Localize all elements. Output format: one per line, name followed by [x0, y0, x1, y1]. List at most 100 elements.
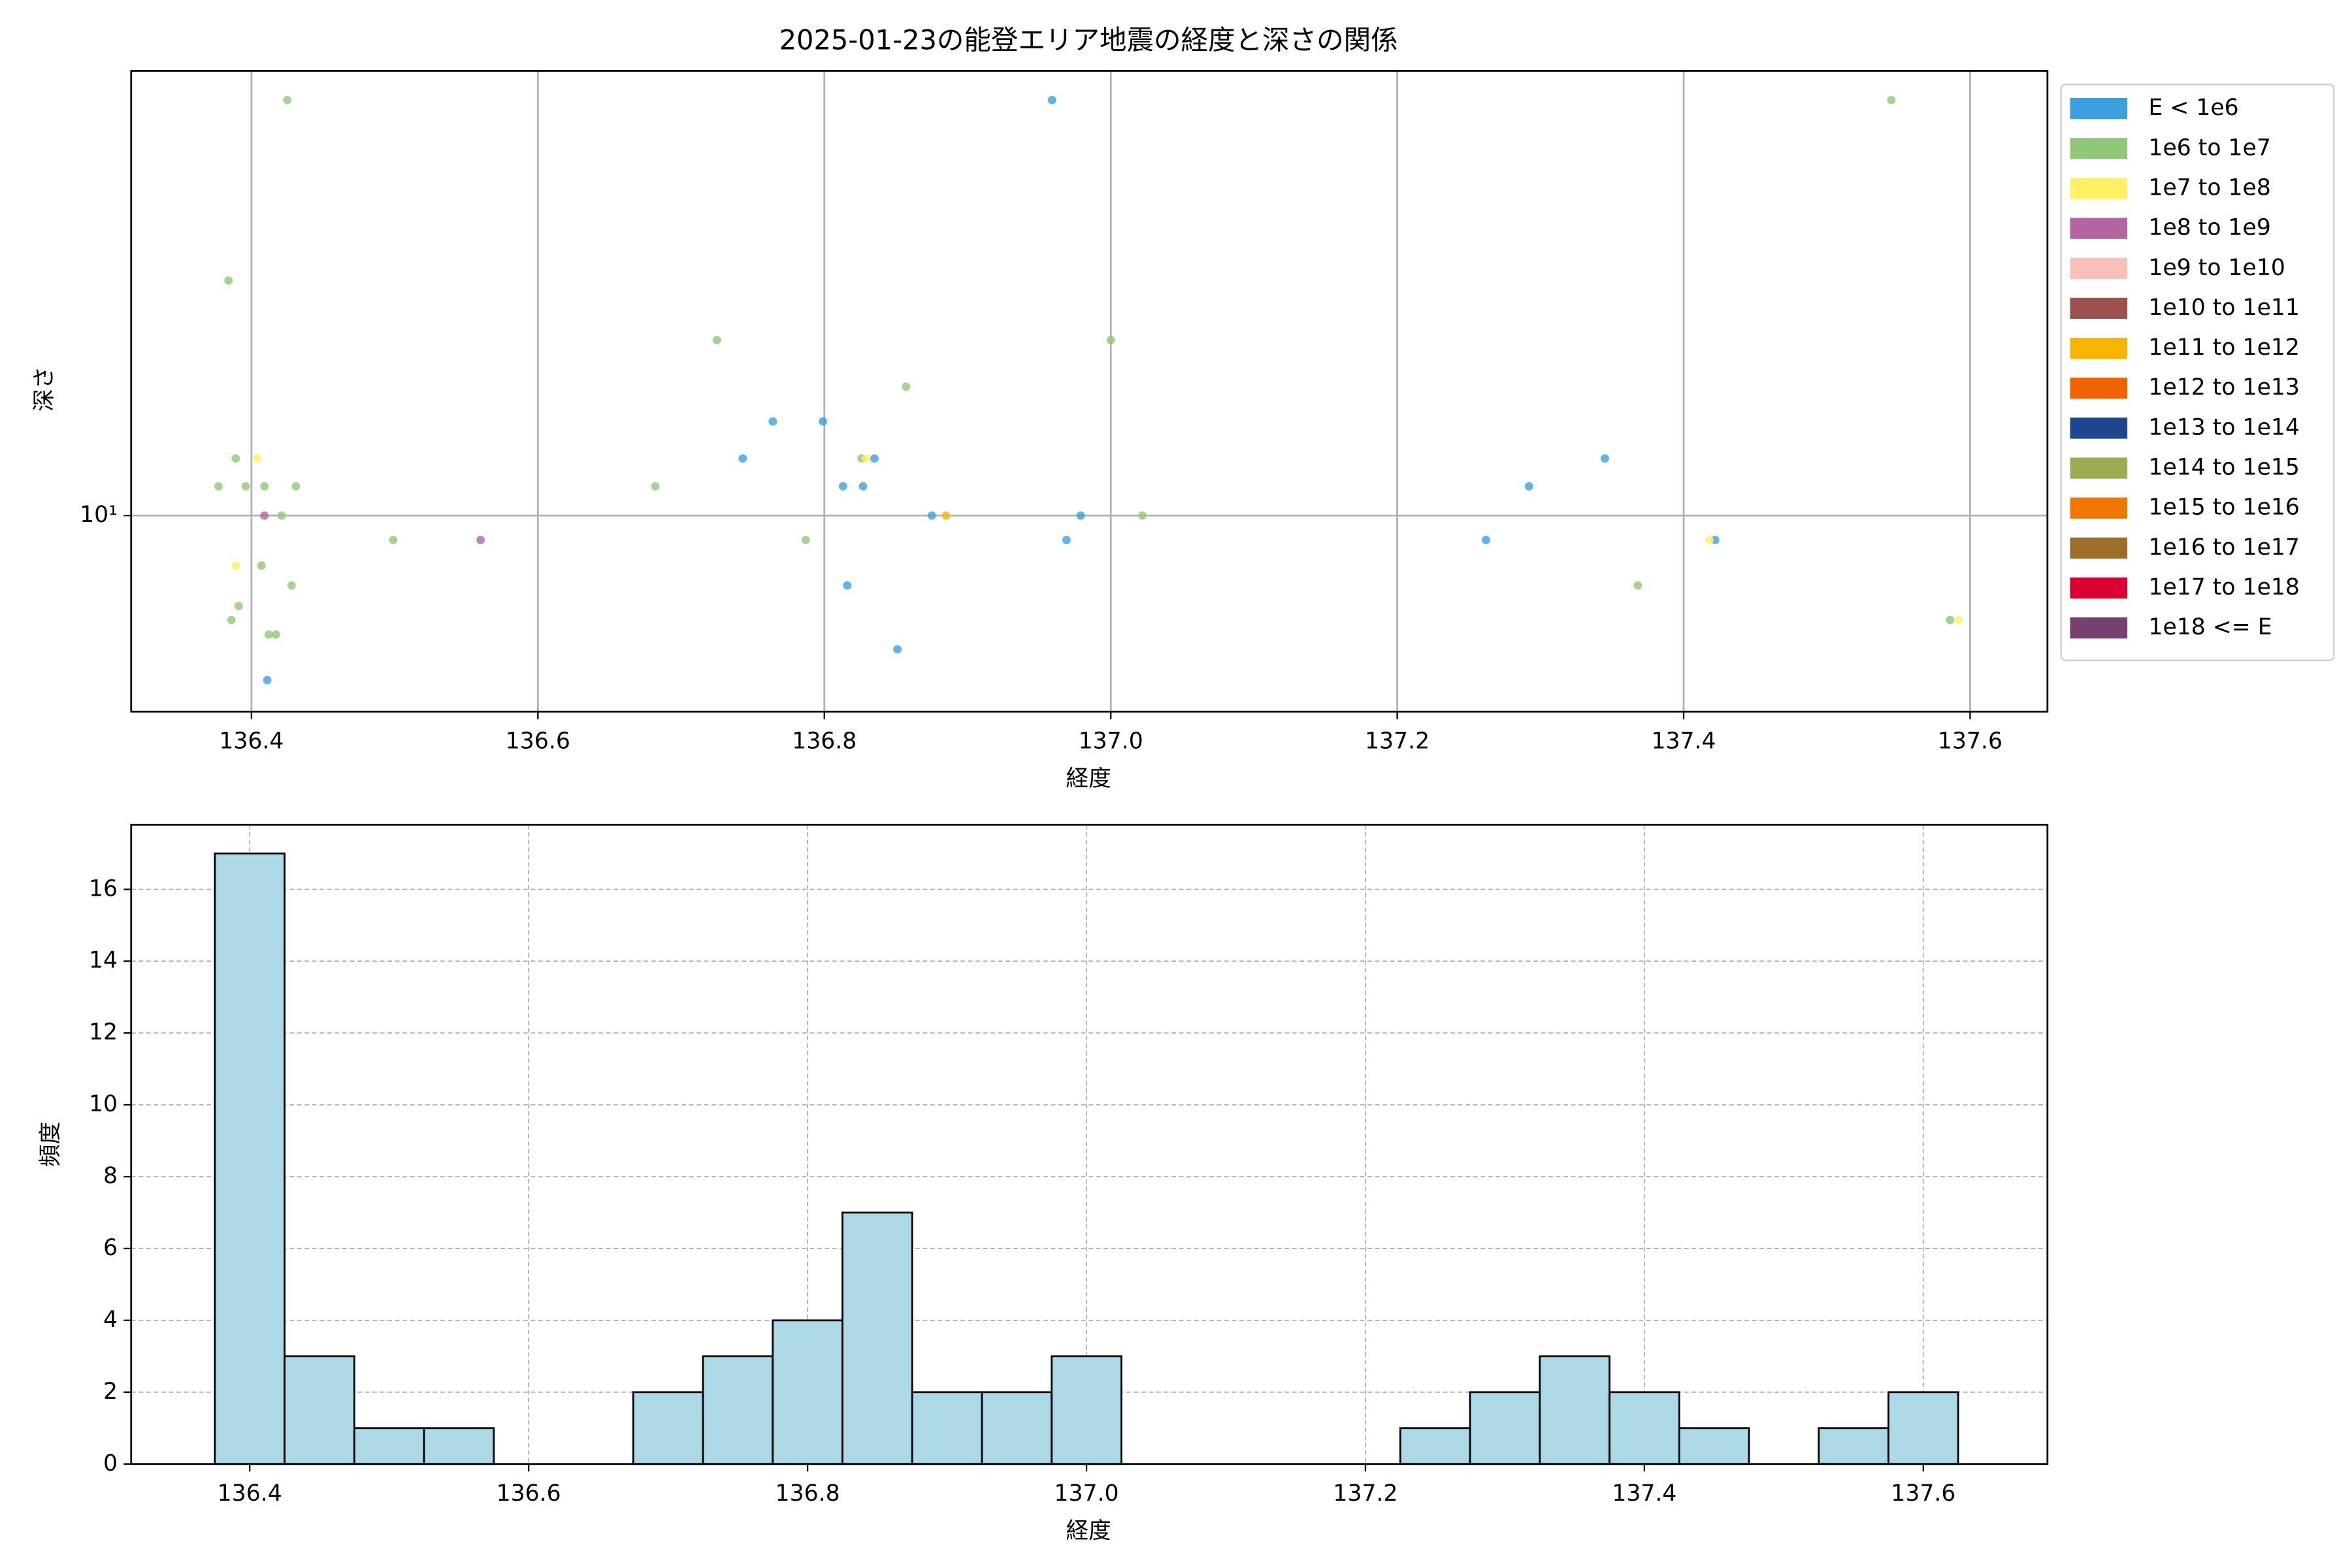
- x-tick-label: 137.6: [1938, 728, 2002, 754]
- x-tick-label: 136.4: [218, 1480, 282, 1507]
- histogram-bar: [423, 1427, 495, 1465]
- histogram-bar: [911, 1391, 983, 1465]
- scatter-point: [287, 581, 296, 590]
- y-tick-label: 6: [103, 1235, 118, 1261]
- x-tick-label: 137.6: [1891, 1480, 1955, 1507]
- scatter-point: [712, 336, 721, 345]
- y-tick-label: 10¹: [80, 502, 118, 528]
- scatter-point: [738, 454, 747, 463]
- legend-swatch: [2070, 178, 2128, 199]
- scatter-point: [1047, 95, 1056, 105]
- legend-swatch: [2070, 417, 2128, 439]
- legend-label: 1e18 <= E: [2148, 614, 2272, 640]
- histogram-bar: [702, 1355, 774, 1465]
- legend-label: 1e17 to 1e18: [2148, 574, 2299, 600]
- legend-label: 1e6 to 1e7: [2148, 135, 2270, 161]
- scatter-point: [858, 482, 868, 491]
- scatter-point: [231, 561, 240, 570]
- legend-swatch: [2070, 138, 2128, 159]
- x-tick-label: 136.6: [506, 728, 570, 754]
- plot-frame: [130, 70, 2049, 713]
- scatter-point: [1887, 95, 1896, 105]
- histogram-bar: [632, 1391, 704, 1465]
- y-tick-label: 14: [89, 947, 118, 973]
- scatter-point: [257, 561, 266, 570]
- scatter-point: [1705, 536, 1714, 545]
- legend-label: 1e14 to 1e15: [2148, 455, 2299, 481]
- histogram-bar: [841, 1211, 913, 1465]
- scatter-point: [263, 676, 272, 685]
- scatter-point: [231, 454, 240, 463]
- y-tick-label: 12: [89, 1019, 118, 1045]
- y-axis-label: 深さ: [31, 367, 57, 412]
- scatter-point: [476, 536, 485, 545]
- legend-label: 1e13 to 1e14: [2148, 414, 2299, 440]
- x-tick-label: 137.0: [1054, 1480, 1119, 1507]
- x-tick-label: 136.8: [792, 728, 857, 754]
- histogram-bar: [981, 1391, 1053, 1465]
- histogram-bar: [1539, 1355, 1610, 1465]
- x-axis-label: 経度: [1066, 766, 1111, 792]
- scatter-point: [927, 511, 936, 520]
- x-tick-label: 137.4: [1612, 1480, 1676, 1507]
- histogram-bar: [1051, 1355, 1122, 1465]
- legend-swatch: [2070, 257, 2128, 279]
- scatter-point: [241, 482, 250, 491]
- histogram-bar: [1399, 1427, 1471, 1465]
- histogram-bar: [214, 852, 286, 1465]
- scatter-point: [768, 417, 777, 426]
- legend-swatch: [2070, 497, 2128, 519]
- y-tick-label: 2: [103, 1379, 118, 1405]
- y-tick-label: 8: [103, 1163, 118, 1189]
- legend-swatch: [2070, 457, 2128, 479]
- legend-swatch: [2070, 297, 2128, 319]
- x-tick-label: 136.6: [497, 1480, 561, 1507]
- histogram-bar: [772, 1319, 843, 1465]
- scatter-point: [941, 511, 951, 520]
- legend-label: 1e12 to 1e13: [2148, 374, 2299, 400]
- scatter-point: [819, 417, 828, 426]
- y-tick-label: 4: [103, 1307, 118, 1333]
- x-tick-label: 137.2: [1333, 1480, 1397, 1507]
- scatter-point: [801, 536, 810, 545]
- x-tick-label: 137.0: [1079, 728, 1143, 754]
- scatter-point: [1946, 615, 1955, 625]
- scatter-point: [1954, 615, 1963, 625]
- scatter-point: [1137, 511, 1147, 520]
- legend-swatch: [2070, 577, 2128, 599]
- scatter-point: [843, 581, 852, 590]
- scatter-point: [651, 482, 660, 491]
- scatter-point: [1633, 581, 1642, 590]
- scatter-point: [291, 482, 301, 491]
- scatter-point: [838, 482, 847, 491]
- histogram-bar: [353, 1427, 425, 1465]
- scatter-point: [253, 454, 262, 463]
- scatter-point: [227, 615, 236, 625]
- scatter-point: [283, 95, 292, 105]
- x-tick-label: 137.4: [1651, 728, 1716, 754]
- y-tick-label: 0: [103, 1450, 118, 1477]
- scatter-point: [260, 482, 269, 491]
- legend-box: [2060, 84, 2335, 661]
- scatter-point: [277, 511, 286, 520]
- x-tick-label: 136.8: [776, 1480, 840, 1507]
- x-tick-label: 136.4: [219, 728, 284, 754]
- legend-label: 1e15 to 1e16: [2148, 495, 2299, 521]
- y-tick-label: 10: [89, 1091, 118, 1117]
- scatter-point: [234, 602, 243, 610]
- scatter-point: [1524, 482, 1533, 491]
- y-axis-label: 頻度: [37, 1122, 63, 1167]
- y-tick-label: 16: [89, 875, 118, 902]
- histogram-bar: [1678, 1427, 1750, 1465]
- histogram-bar: [1609, 1391, 1680, 1465]
- scatter-point: [902, 382, 911, 391]
- scatter-point: [271, 630, 280, 639]
- scatter-point: [224, 276, 233, 285]
- scatter-point: [861, 454, 870, 463]
- legend-label: 1e8 to 1e9: [2148, 215, 2270, 241]
- legend-swatch: [2070, 537, 2128, 559]
- scatter-point: [1601, 454, 1609, 463]
- legend-swatch: [2070, 617, 2128, 639]
- legend-swatch: [2070, 378, 2128, 399]
- x-tick-label: 137.2: [1365, 728, 1429, 754]
